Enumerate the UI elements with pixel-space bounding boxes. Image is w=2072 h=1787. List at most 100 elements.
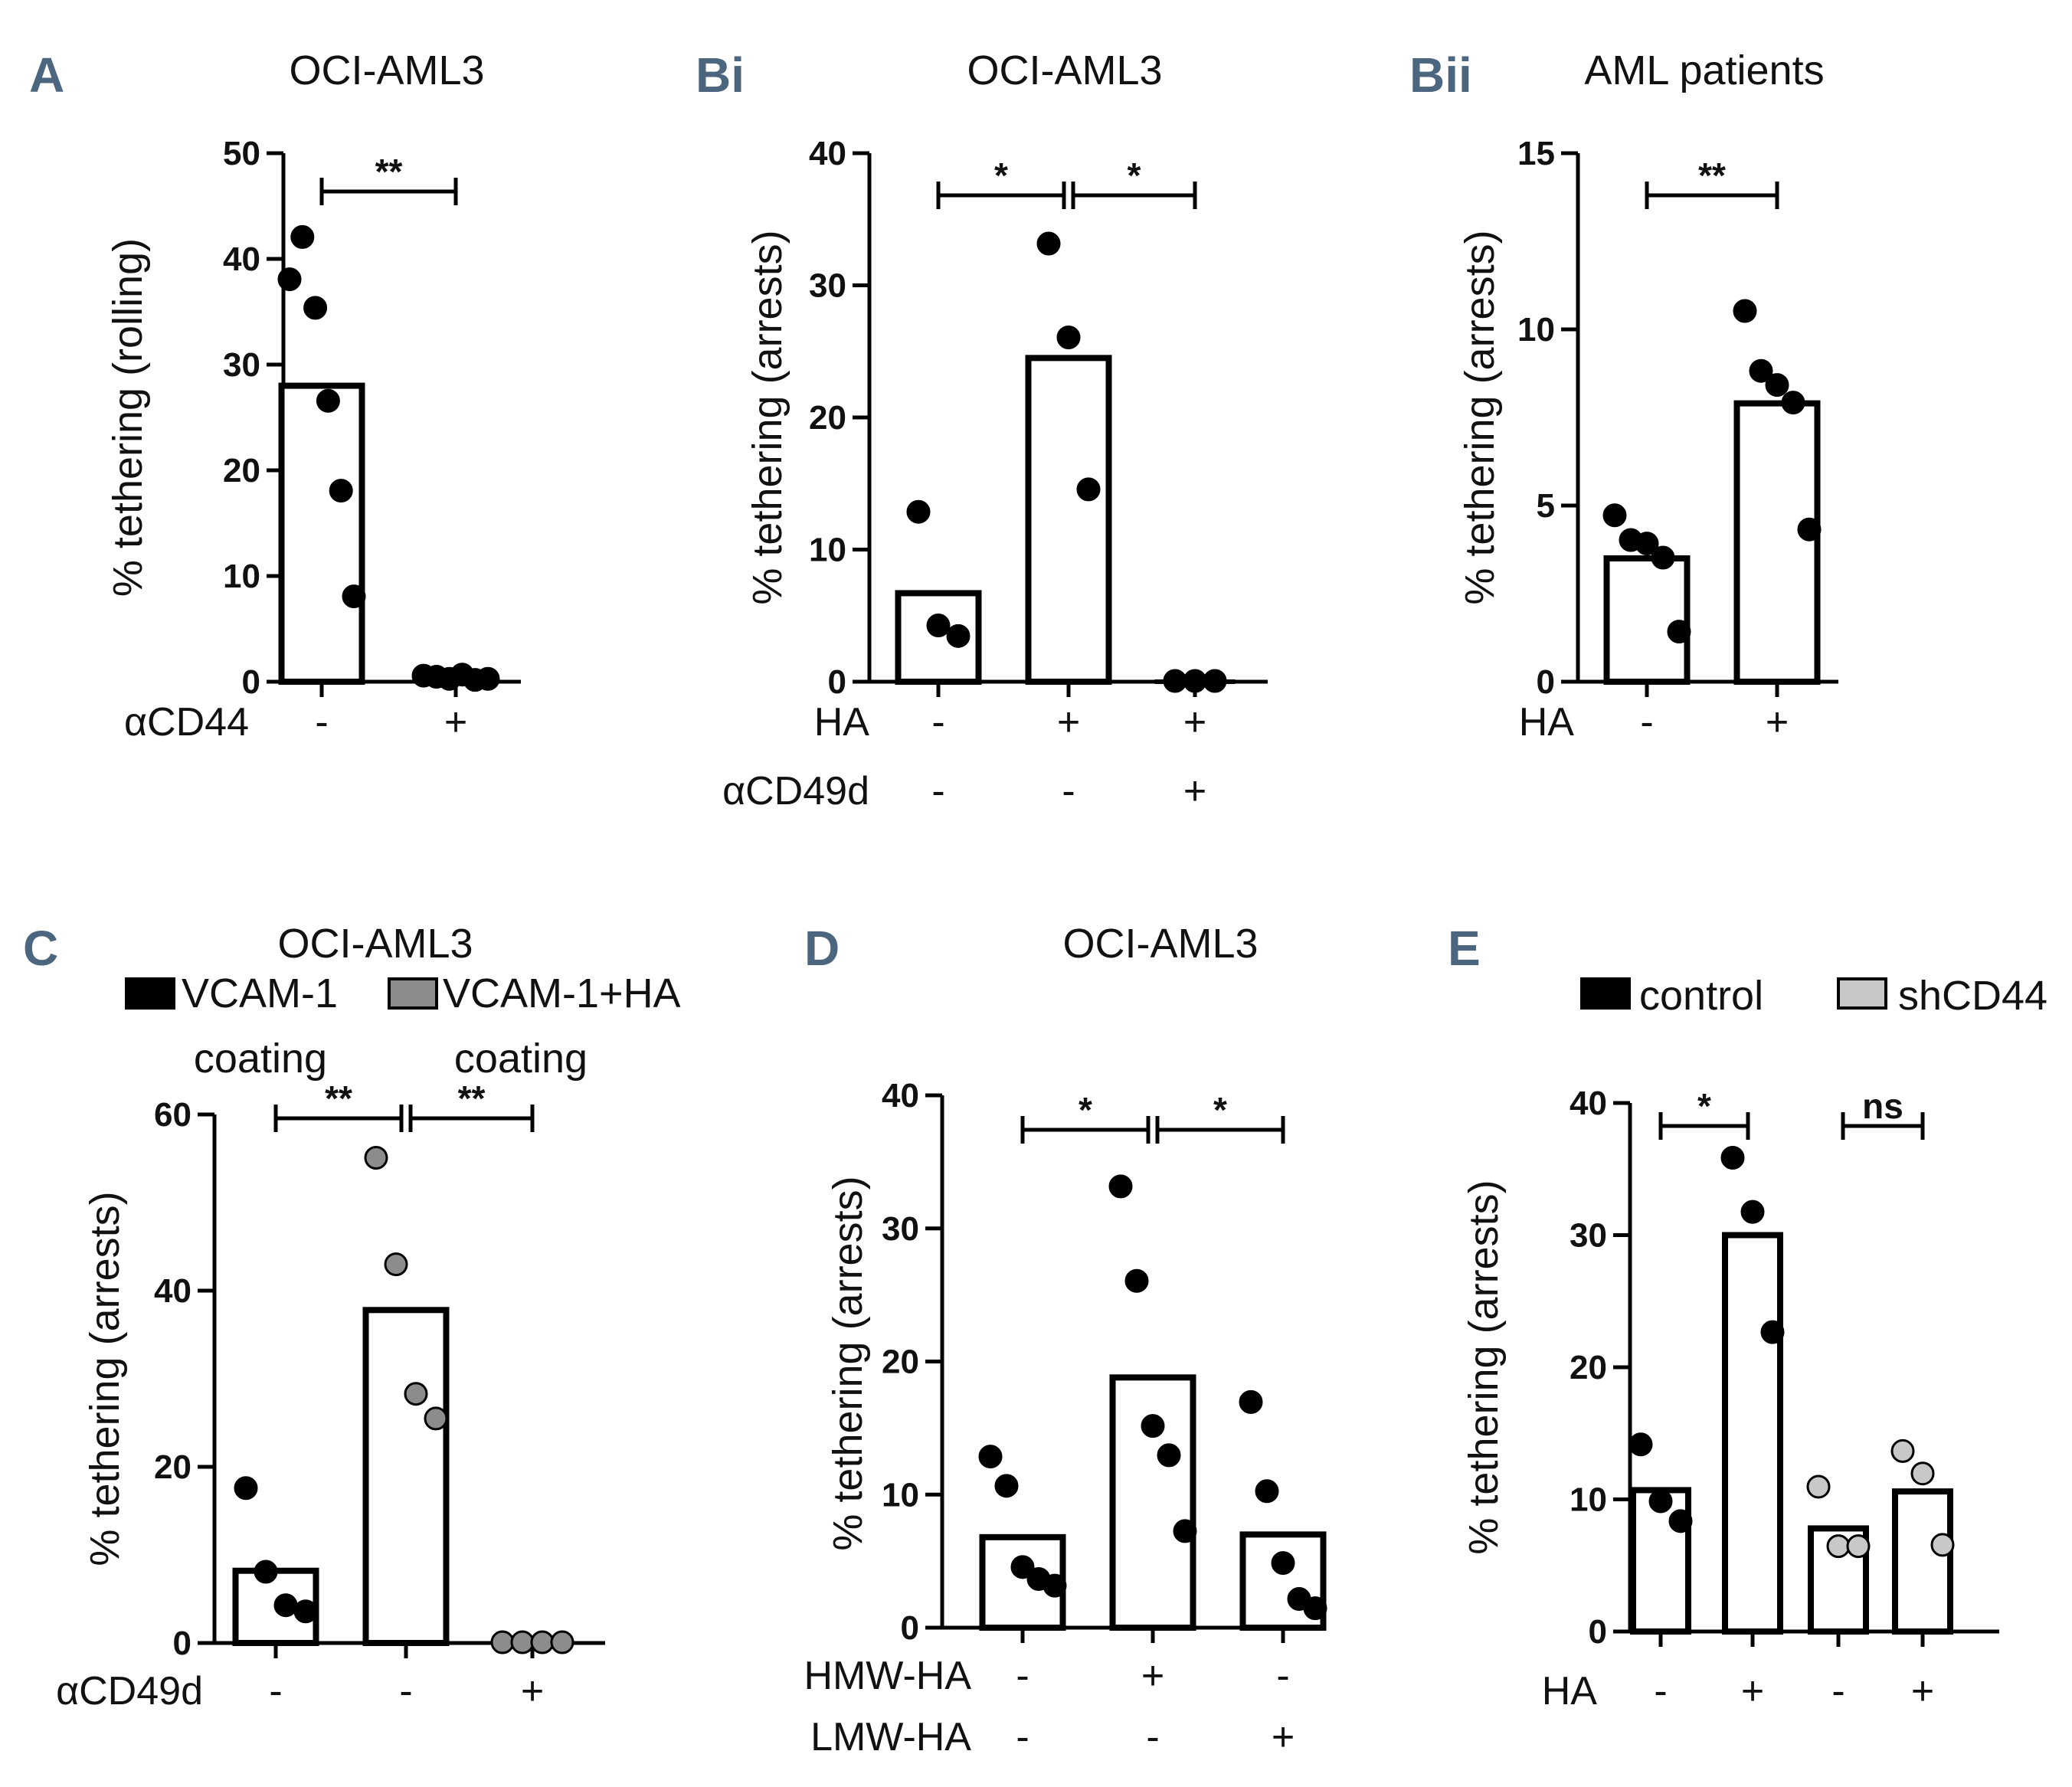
data-point — [277, 267, 302, 292]
y-tick-label: 10 — [1570, 1481, 1607, 1519]
panel-label: C — [23, 921, 58, 976]
y-tick-label: 10 — [809, 532, 846, 569]
condition-value: - — [1016, 1715, 1029, 1759]
legend-label: control — [1639, 973, 1763, 1019]
panel-a: A OCI-AML3 % tethering (rolling) 0 10 20 30 40 5… — [29, 47, 521, 745]
data-point — [1628, 1432, 1653, 1457]
y-tick-label: 0 — [1589, 1613, 1607, 1651]
data-point — [1163, 669, 1187, 693]
data-point — [1765, 373, 1789, 398]
y-tick-label: 0 — [1537, 663, 1555, 701]
condition-label: HA — [1519, 700, 1575, 745]
condition-label: HA — [814, 700, 870, 745]
panel-label: D — [804, 921, 840, 976]
data-point — [1303, 1596, 1327, 1621]
data-point — [550, 1630, 574, 1654]
significance-label: * — [1697, 1086, 1711, 1126]
significance-label: ** — [458, 1078, 486, 1118]
panel-c: C OCI-AML3 % tethering (arrests) 0 20 40 60 αCD… — [23, 921, 681, 1713]
y-tick-label: 20 — [154, 1448, 191, 1486]
y-tick-label: 0 — [242, 663, 260, 701]
condition-value: + — [1911, 1669, 1934, 1713]
condition-value: - — [399, 1669, 412, 1713]
legend-swatch — [1580, 977, 1631, 1010]
data-point — [1760, 1320, 1785, 1344]
condition-value: + — [521, 1669, 544, 1713]
data-point — [384, 1252, 408, 1277]
data-point — [490, 1630, 515, 1654]
data-point — [1806, 1474, 1831, 1499]
significance-label: * — [994, 155, 1008, 195]
y-tick-label: 0 — [173, 1625, 191, 1662]
y-tick-label: 15 — [1517, 135, 1555, 172]
significance-label: * — [1079, 1090, 1092, 1130]
data-point — [1036, 231, 1061, 256]
data-point — [1667, 620, 1691, 644]
data-point — [254, 1560, 278, 1584]
condition-value: - — [1640, 700, 1653, 745]
data-point — [1602, 503, 1627, 528]
condition-value: + — [444, 700, 467, 745]
y-tick-label: 40 — [223, 241, 260, 278]
panel-title: OCI-AML3 — [1062, 921, 1258, 967]
data-point — [1141, 1414, 1165, 1438]
panel-label: Bii — [1409, 47, 1472, 103]
significance-bracket — [1071, 182, 1197, 209]
y-tick-label: 40 — [1570, 1085, 1607, 1122]
data-point — [1668, 1509, 1693, 1533]
panel-label: E — [1448, 921, 1481, 976]
y-axis-label: % tethering (arrests) — [1461, 1180, 1507, 1554]
condition-value: - — [269, 1669, 282, 1713]
condition-value: - — [1062, 769, 1075, 813]
condition-value: + — [1741, 1669, 1764, 1713]
data-point — [293, 1599, 318, 1624]
legend-sublabel: coating — [194, 1036, 327, 1082]
data-point — [530, 1630, 555, 1654]
data-point — [1733, 299, 1757, 323]
legend-label: shCD44 — [1898, 973, 2047, 1019]
significance-label: ** — [325, 1078, 352, 1118]
significance-bracket — [936, 182, 1066, 209]
significance-label: ** — [375, 152, 403, 191]
data-point — [1635, 532, 1659, 556]
data-point — [364, 1146, 388, 1170]
y-tick-label: 10 — [223, 558, 260, 595]
condition-value: - — [1146, 1715, 1159, 1759]
data-point — [476, 666, 500, 691]
data-point — [273, 1593, 298, 1618]
data-point — [1108, 1174, 1133, 1199]
y-tick-label: 20 — [809, 399, 846, 437]
data-point — [1781, 391, 1805, 415]
y-tick-label: 20 — [223, 452, 260, 489]
bar — [278, 382, 365, 685]
data-point — [1271, 1551, 1295, 1576]
data-point — [1076, 477, 1101, 502]
data-point — [1183, 669, 1207, 693]
data-point — [1203, 669, 1227, 693]
data-point — [1010, 1555, 1035, 1579]
condition-value: + — [1272, 1715, 1295, 1759]
panel-title: OCI-AML3 — [967, 47, 1162, 93]
condition-value: - — [931, 769, 944, 813]
y-tick-label: 30 — [882, 1210, 919, 1248]
significance-bracket — [273, 1105, 404, 1132]
bar — [1892, 1488, 1953, 1635]
legend-label: VCAM-1 — [182, 970, 338, 1016]
data-point — [1043, 1573, 1067, 1598]
condition-label: LMW-HA — [810, 1715, 971, 1759]
data-point — [303, 296, 328, 320]
bar — [1603, 555, 1691, 685]
significance-label: ** — [1698, 155, 1726, 195]
condition-label: HMW-HA — [804, 1654, 971, 1698]
condition-value: + — [1057, 700, 1080, 745]
panel-label: Bi — [696, 47, 745, 103]
y-axis-label: % tethering (arrests) — [82, 1191, 128, 1566]
condition-label: αCD49d — [56, 1669, 203, 1713]
y-tick-label: 0 — [828, 663, 846, 701]
condition-value: - — [315, 700, 328, 745]
y-tick-label: 60 — [154, 1096, 191, 1134]
data-point — [1720, 1145, 1745, 1170]
condition-label: HA — [1542, 1669, 1598, 1713]
y-axis-label: % tethering (arrests) — [745, 230, 791, 604]
